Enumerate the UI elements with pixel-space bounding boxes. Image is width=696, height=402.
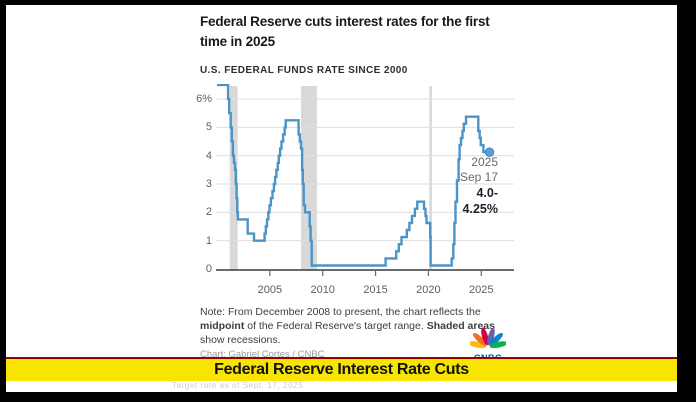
- y-tick-label: 5: [205, 121, 212, 134]
- annotation-year: 2025: [471, 155, 498, 169]
- y-tick-label: 3: [205, 178, 212, 190]
- chart-subtitle: U.S. FEDERAL FUNDS RATE SINCE 2000: [200, 65, 408, 76]
- ghost-caption: Target rate as of Sept. 17, 2025: [172, 381, 304, 390]
- y-tick-label: 1: [205, 234, 212, 247]
- footnote-line3: show recessions.: [200, 334, 281, 346]
- peacock-feather: [489, 341, 508, 349]
- y-tick-label: 2: [205, 206, 212, 219]
- footnote-bold-shaded: Shaded areas: [426, 320, 495, 332]
- peacock-feather: [473, 333, 487, 346]
- x-tick-label: 2025: [469, 284, 494, 296]
- y-tick-label: 0: [205, 263, 212, 275]
- latest-point-dot: [484, 147, 495, 157]
- chyron-banner: Federal Reserve Interest Rate Cuts: [6, 357, 677, 381]
- peacock-feather: [489, 333, 503, 346]
- peacock-feather: [481, 327, 489, 346]
- y-axis-labels: 6% 5 4 3 2 1 0: [196, 84, 216, 284]
- chyron-banner-text: Federal Reserve Interest Rate Cuts: [214, 361, 469, 378]
- annotation-range-line2: 4.25%: [462, 202, 498, 216]
- x-tick-label: 2015: [363, 284, 388, 296]
- x-tick-label: 2010: [310, 284, 335, 296]
- fed-funds-rate-chart: 6% 5 4 3 2 1 0 2005 2010 2015 2020 2025 2025 Sep 1…: [196, 84, 518, 304]
- y-tick-label: 4: [205, 149, 212, 162]
- annotation-range-line1: 4.0-: [476, 186, 498, 200]
- x-tick-label: 2005: [257, 284, 283, 296]
- headline: Federal Reserve cuts interest rates for …: [200, 12, 534, 52]
- footnote-line2: of the Federal Reserve's target range.: [244, 320, 427, 332]
- chart-plot-area: [216, 84, 514, 276]
- recession-band: [429, 86, 432, 270]
- chart-card: Federal Reserve cuts interest rates for …: [6, 5, 677, 392]
- chart-credit: Chart: Gabriel Cortes / CNBC: [200, 349, 325, 360]
- rate-step-line: [217, 84, 490, 267]
- recession-band: [301, 86, 317, 270]
- footnote: Note: From December 2008 to present, the…: [200, 305, 512, 347]
- headline-line2: time in 2025: [200, 34, 275, 49]
- peacock-icon: [468, 327, 508, 349]
- recession-band: [229, 86, 238, 270]
- peacock-feather: [487, 327, 495, 346]
- headline-line1: Federal Reserve cuts interest rates for …: [200, 14, 490, 29]
- y-tick-label: 6%: [196, 93, 212, 106]
- latest-rate-annotation: 2025 Sep 17 4.0- 4.25%: [460, 155, 498, 217]
- x-tick-label: 2020: [416, 284, 441, 296]
- footnote-line1: Note: From December 2008 to present, the…: [200, 306, 481, 318]
- annotation-date: Sep 17: [459, 170, 498, 184]
- footnote-bold-midpoint: midpoint: [200, 320, 245, 332]
